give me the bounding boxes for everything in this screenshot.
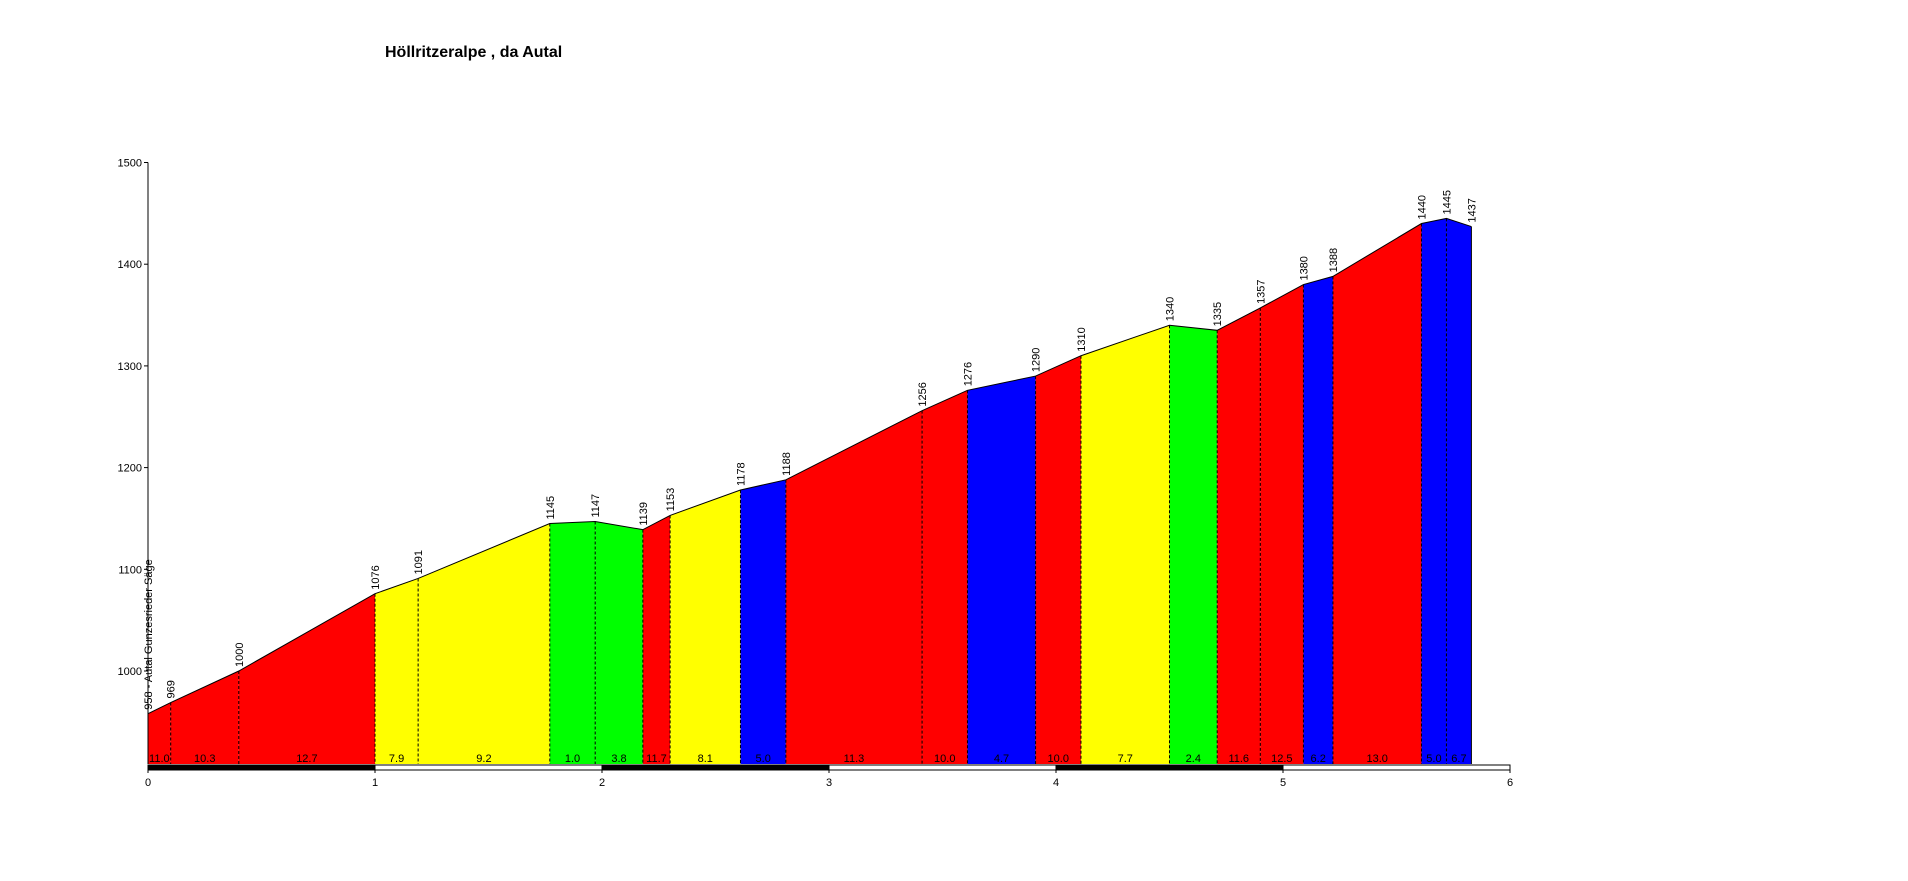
- elevation-label: 1076: [370, 565, 382, 589]
- elevation-label: 1256: [917, 382, 929, 406]
- elevation-label: 1139: [638, 502, 650, 526]
- segment-area: [642, 515, 671, 764]
- kilometer-bar: 0 1 2 3 4 5 6: [145, 764, 1513, 789]
- x-tick-label: 2: [599, 777, 605, 789]
- x-tick-label: 5: [1280, 777, 1286, 789]
- gradient-label: 5.0: [756, 753, 771, 765]
- segment-area: [595, 521, 643, 764]
- segment-area: [1217, 307, 1261, 764]
- elevation-label: 1335: [1212, 302, 1224, 326]
- gradient-label: 8.1: [698, 753, 713, 765]
- elevation-label: 1310: [1076, 327, 1088, 351]
- gradient-label: 7.9: [389, 753, 404, 765]
- gradient-label: 11.3: [844, 753, 865, 765]
- elevation-label: 1178: [735, 462, 747, 486]
- km-bar-block: [602, 765, 829, 770]
- y-tick-label: 1200: [118, 463, 142, 475]
- x-tick-label: 3: [826, 777, 832, 789]
- segment-area: [967, 376, 1036, 764]
- segment-area: [1303, 276, 1333, 764]
- elevation-label: 1380: [1298, 256, 1310, 280]
- gradient-label: 4.7: [994, 753, 1009, 765]
- segment-area: [1260, 284, 1304, 764]
- gradient-label: 11.0: [149, 753, 170, 765]
- elevation-label: 969: [166, 680, 178, 698]
- x-tick-label: 6: [1507, 777, 1513, 789]
- gradient-label: 11.7: [646, 753, 667, 765]
- km-bar-block: [148, 765, 375, 770]
- gradient-label: 13.0: [1366, 753, 1387, 765]
- segment-area: [922, 390, 968, 764]
- y-tick-label: 1100: [118, 564, 142, 576]
- segment-area: [1446, 218, 1472, 764]
- gradient-label: 10.0: [1048, 753, 1069, 765]
- elevation-label: 1188: [781, 452, 793, 476]
- y-tick-label: 1400: [118, 259, 142, 271]
- elevation-label: 1440: [1416, 195, 1428, 219]
- gradient-label: 12.7: [296, 753, 317, 765]
- segment-area: [670, 489, 741, 764]
- axes: 1000 1100 1200 1300 1400 1500: [118, 158, 149, 764]
- gradient-segments: [148, 218, 1472, 764]
- elevation-label: 958 - Autal Gunzesrieder Säge: [143, 559, 155, 709]
- gradient-label: 10.0: [934, 753, 955, 765]
- gradient-label: 2.4: [1186, 753, 1201, 765]
- gradient-label: 1.0: [565, 753, 580, 765]
- gradient-label: 5.0: [1426, 753, 1441, 765]
- elevation-label: 1445: [1441, 190, 1453, 214]
- segment-area: [740, 479, 786, 764]
- elevation-label: 1437: [1466, 198, 1478, 222]
- gradient-label: 9.2: [476, 753, 491, 765]
- gradient-label: 6.2: [1311, 753, 1326, 765]
- segment-area: [1080, 325, 1170, 764]
- segment-area: [549, 521, 596, 764]
- segment-area: [375, 578, 419, 764]
- elevation-label: 1147: [590, 494, 602, 518]
- elevation-label: 1340: [1165, 297, 1177, 321]
- elevation-labels: 958 - Autal Gunzesrieder Säge 969 1000 1076…: [143, 190, 1478, 710]
- gradient-labels: 11.0 10.3 12.7 7.9 9.2 1.0 3.8 11.7 8.1 5.0 11.3 10…: [149, 753, 1467, 765]
- x-tick-label: 4: [1053, 777, 1059, 789]
- segment-area: [1169, 325, 1218, 764]
- segment-area: [1332, 223, 1422, 764]
- segment-area: [148, 702, 171, 764]
- elevation-label: 1388: [1328, 248, 1340, 272]
- gradient-label: 12.5: [1271, 753, 1292, 765]
- x-tick-label: 0: [145, 777, 151, 789]
- y-tick-label: 1300: [118, 361, 142, 373]
- y-tick-label: 1000: [118, 666, 142, 678]
- segment-area: [238, 593, 375, 764]
- chart-title: Höllritzeralpe , da Autal: [385, 44, 563, 61]
- elevation-label: 1276: [962, 362, 974, 386]
- segment-area: [418, 523, 550, 764]
- elevation-label: 1145: [545, 496, 557, 520]
- y-tick-label: 1500: [118, 158, 142, 170]
- gradient-label: 7.7: [1118, 753, 1133, 765]
- gradient-label: 10.3: [194, 753, 215, 765]
- elevation-label: 1290: [1031, 348, 1043, 372]
- gradient-label: 11.6: [1228, 753, 1249, 765]
- elevation-label: 1000: [234, 643, 246, 667]
- segment-area: [1421, 218, 1447, 764]
- segment-dividers: [170, 218, 1447, 764]
- profile-outline: [147, 217, 1472, 764]
- elevation-label: 1153: [665, 488, 677, 512]
- elevation-label: 1091: [413, 550, 425, 574]
- segment-area: [1035, 355, 1081, 764]
- km-bar-block: [1056, 765, 1283, 770]
- elevation-label: 1357: [1255, 279, 1267, 303]
- x-tick-label: 1: [372, 777, 378, 789]
- gradient-label: 6.7: [1451, 753, 1466, 765]
- segment-area: [785, 410, 923, 764]
- profile-line: [147, 217, 1472, 715]
- gradient-label: 3.8: [611, 753, 626, 765]
- segment-area: [170, 671, 239, 764]
